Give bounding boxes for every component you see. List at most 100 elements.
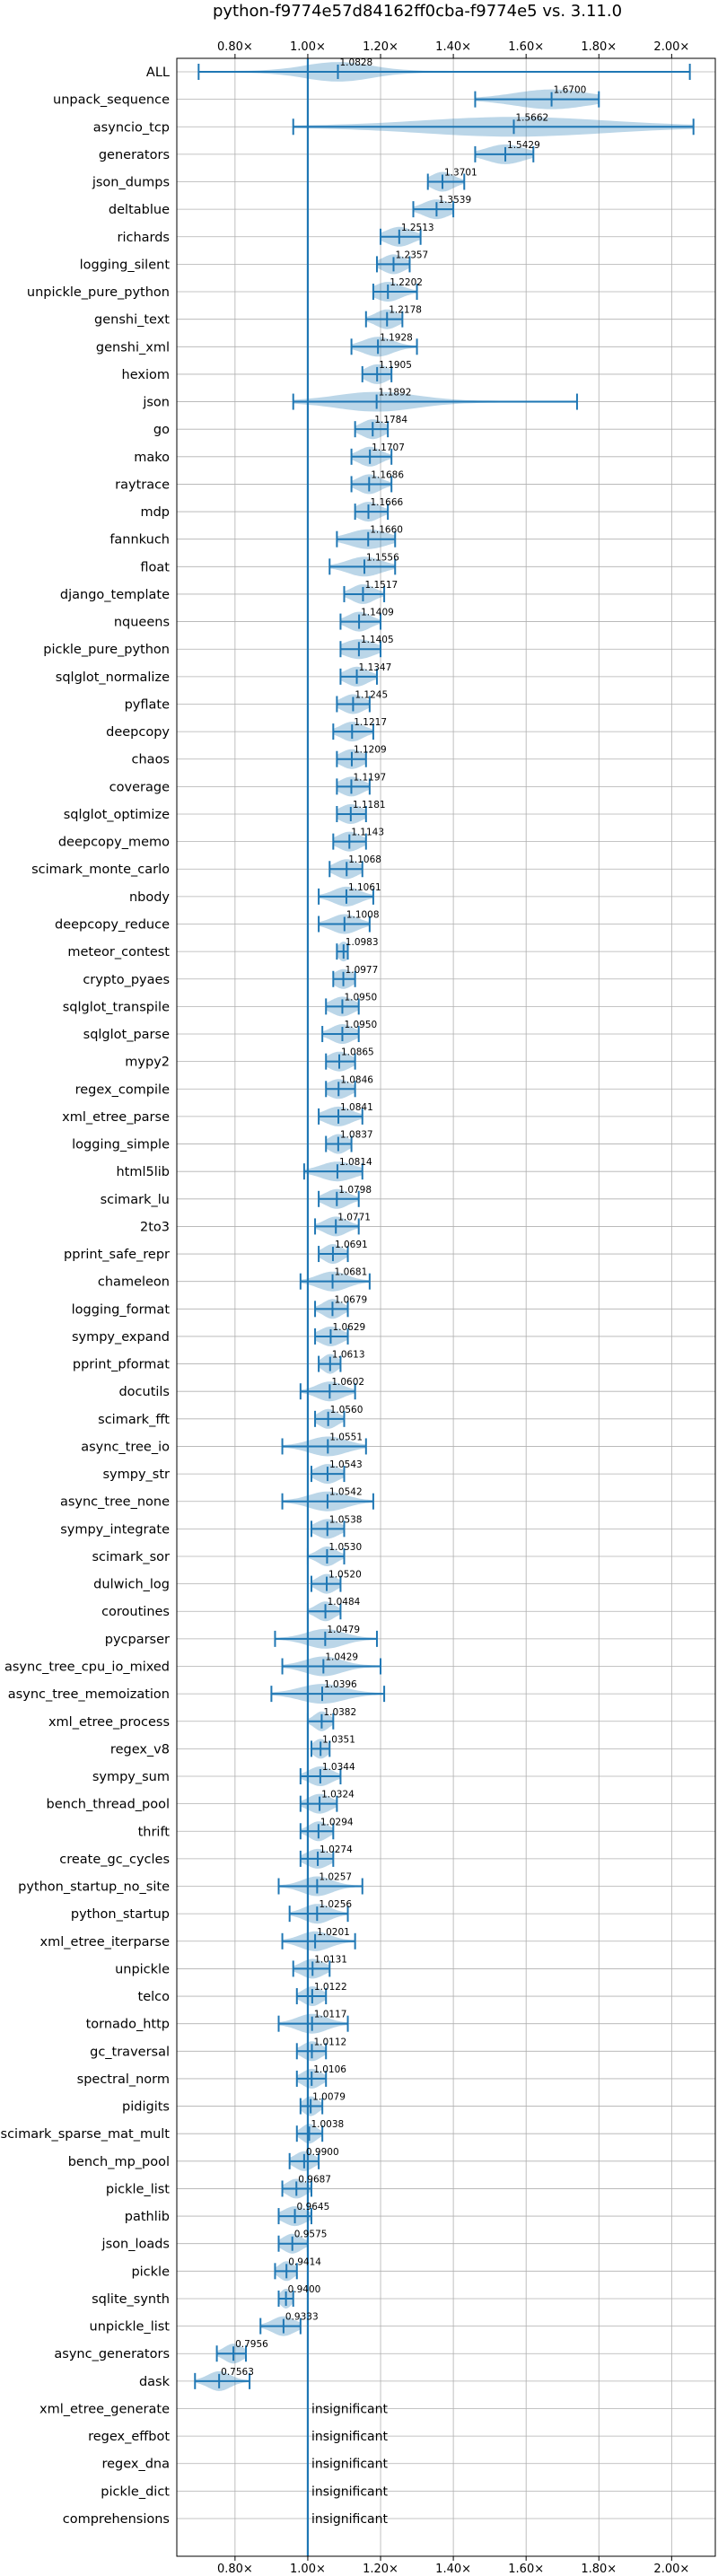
category-label: chaos [132, 753, 170, 767]
data-label: 1.0106 [313, 2064, 346, 2075]
category-label: regex_effbot [88, 2430, 170, 2444]
data-label: 1.0814 [339, 1157, 372, 1168]
category-label: go [153, 423, 170, 437]
data-label: 1.0551 [329, 1432, 363, 1442]
data-label: 1.0681 [335, 1267, 368, 1278]
benchmark-row-async_generators: async_generators 0.7956 [54, 2339, 268, 2364]
data-label: 1.0543 [329, 1459, 363, 1470]
category-label: regex_v8 [110, 1742, 170, 1757]
benchmark-row-sympy_str: sympy_str 1.0543 [103, 1459, 363, 1485]
benchmark-row-nqueens: nqueens 1.1409 [114, 608, 394, 632]
data-label: 1.0983 [346, 937, 379, 948]
category-label: unpickle_list [90, 2320, 171, 2335]
benchmark-row-sympy_expand: sympy_expand 1.0629 [72, 1322, 365, 1346]
data-label: 1.3701 [444, 168, 477, 179]
category-label: comprehensions [63, 2512, 170, 2527]
benchmark-row-regex_dna: regex_dna insignificant [101, 2458, 388, 2472]
insignificant-label: insignificant [311, 2402, 389, 2416]
category-label: unpickle_pure_python [27, 285, 170, 300]
data-label: 1.0429 [325, 1652, 358, 1662]
benchmark-row-logging_format: logging_format 1.0679 [72, 1294, 367, 1319]
benchmark-row-pprint_pformat: pprint_pformat 1.0613 [73, 1350, 365, 1374]
top-tick-label: 1.20× [363, 40, 398, 54]
insignificant-label: insignificant [311, 2484, 389, 2499]
category-label: python_startup_no_site [18, 1880, 170, 1895]
bottom-tick-label: 1.20× [363, 2563, 398, 2576]
benchmark-row-regex_effbot: regex_effbot insignificant [88, 2430, 388, 2444]
data-label: 1.0542 [329, 1487, 363, 1498]
benchmark-row-mdp: mdp 1.1666 [140, 497, 404, 522]
data-label: 1.0201 [317, 1927, 350, 1938]
category-label: sympy_integrate [60, 1522, 170, 1537]
data-label: 1.6700 [554, 85, 587, 96]
category-label: dulwich_log [93, 1578, 170, 1592]
data-label: 0.9687 [298, 2174, 331, 2185]
data-label: 1.0396 [324, 1679, 357, 1690]
benchmark-row-scimark_sor: scimark_sor 1.0530 [92, 1542, 362, 1566]
bottom-tick-label: 1.60× [508, 2563, 544, 2576]
data-label: 1.0112 [313, 2037, 346, 2047]
category-label: deepcopy_memo [58, 836, 170, 850]
data-label: 1.1556 [366, 552, 399, 563]
benchmark-row-dulwich_log: dulwich_log 1.0520 [93, 1570, 362, 1594]
category-label: mako [134, 451, 170, 465]
data-label: 1.0256 [319, 1899, 352, 1910]
insignificant-label: insignificant [311, 2430, 389, 2444]
benchmark-row-python_startup_no_site: python_startup_no_site 1.0257 [18, 1872, 363, 1897]
category-label: pprint_pformat [73, 1358, 170, 1372]
category-label: pidigits [122, 2100, 170, 2115]
category-label: json_dumps [92, 176, 170, 190]
benchmark-row-pycparser: pycparser 1.0479 [105, 1625, 378, 1649]
benchmark-row-telco: telco 1.0122 [138, 1982, 347, 2006]
bottom-tick-label: 1.80× [581, 2563, 617, 2576]
data-label: 1.0274 [320, 1844, 353, 1855]
data-label: 1.5662 [515, 112, 548, 123]
data-label: 1.0324 [321, 1790, 355, 1801]
category-label: pyflate [125, 697, 170, 712]
data-label: 1.2357 [396, 250, 429, 260]
benchmark-row-logging_silent: logging_silent 1.2357 [80, 250, 429, 275]
data-label: 1.0950 [344, 992, 377, 1003]
benchmark-row-async_tree_cpu_io_mixed: async_tree_cpu_io_mixed 1.0429 [4, 1652, 382, 1677]
benchmark-row-richards: richards 1.2513 [117, 223, 434, 247]
bottom-tick-label: 0.80× [217, 2563, 253, 2576]
data-label: 1.0038 [311, 2119, 344, 2130]
top-tick-label: 2.00× [653, 40, 689, 54]
data-label: 0.9900 [306, 2147, 339, 2158]
data-label: 1.1347 [359, 662, 392, 673]
category-label: pprint_safe_repr [64, 1248, 170, 1262]
category-label: deepcopy [106, 725, 170, 740]
benchmark-row-chameleon: chameleon 1.0681 [98, 1267, 371, 1292]
category-label: gc_traversal [90, 2045, 170, 2059]
benchmark-row-hexiom: hexiom 1.1905 [122, 360, 412, 384]
data-label: 1.1008 [346, 910, 380, 921]
bottom-tick-label: 1.40× [435, 2563, 471, 2576]
benchmark-row-unpack_sequence: unpack_sequence 1.6700 [53, 85, 600, 110]
data-label: 1.0629 [332, 1322, 365, 1333]
category-label: json [142, 396, 170, 410]
top-tick-label: 0.80× [217, 40, 253, 54]
data-label: 1.1666 [370, 497, 403, 508]
benchmark-row-mypy2: mypy2 1.0865 [125, 1047, 374, 1072]
category-label: xml_etree_iterparse [40, 1935, 171, 1950]
data-label: 1.1409 [361, 608, 394, 618]
benchmark-row-tornado_http: tornado_http 1.0117 [86, 2010, 349, 2034]
data-label: 1.1517 [364, 580, 398, 591]
category-label: raytrace [115, 478, 170, 492]
category-label: mypy2 [125, 1056, 170, 1070]
category-label: async_tree_io [81, 1440, 170, 1454]
category-label: sympy_sum [92, 1770, 170, 1784]
benchmark-row-mako: mako 1.1707 [134, 442, 405, 467]
data-label: 0.7563 [221, 2367, 254, 2378]
data-label: 1.2202 [390, 277, 423, 288]
category-label: xml_etree_generate [39, 2402, 170, 2416]
category-label: crypto_pyaes [83, 973, 170, 987]
benchmark-row-scimark_sparse_mat_mult: scimark_sparse_mat_mult 1.0038 [1, 2119, 344, 2144]
category-label: unpack_sequence [53, 93, 170, 108]
benchmark-row-ALL: ALL 1.0828 [146, 57, 691, 82]
top-tick-label: 1.40× [435, 40, 471, 54]
category-label: pickle_pure_python [43, 643, 170, 657]
data-label: 1.1405 [361, 635, 394, 645]
category-label: hexiom [122, 368, 170, 382]
benchmark-row-pickle_dict: pickle_dict insignificant [101, 2484, 388, 2499]
